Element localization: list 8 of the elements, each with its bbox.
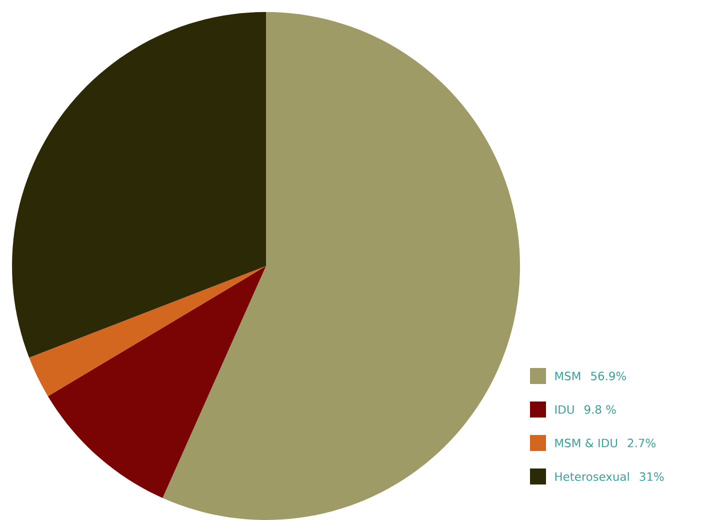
legend-label: MSM & IDU [555, 438, 618, 448]
data-label: 56.9% [591, 372, 626, 380]
legend-label: Heterosexual [555, 472, 629, 481]
legend-label: MSM [555, 372, 580, 380]
legend-label: IDU [555, 405, 574, 414]
data-label: 9.8 % [584, 405, 616, 414]
data-label: 31% [640, 472, 664, 481]
data-label: 2.7% [628, 438, 656, 448]
